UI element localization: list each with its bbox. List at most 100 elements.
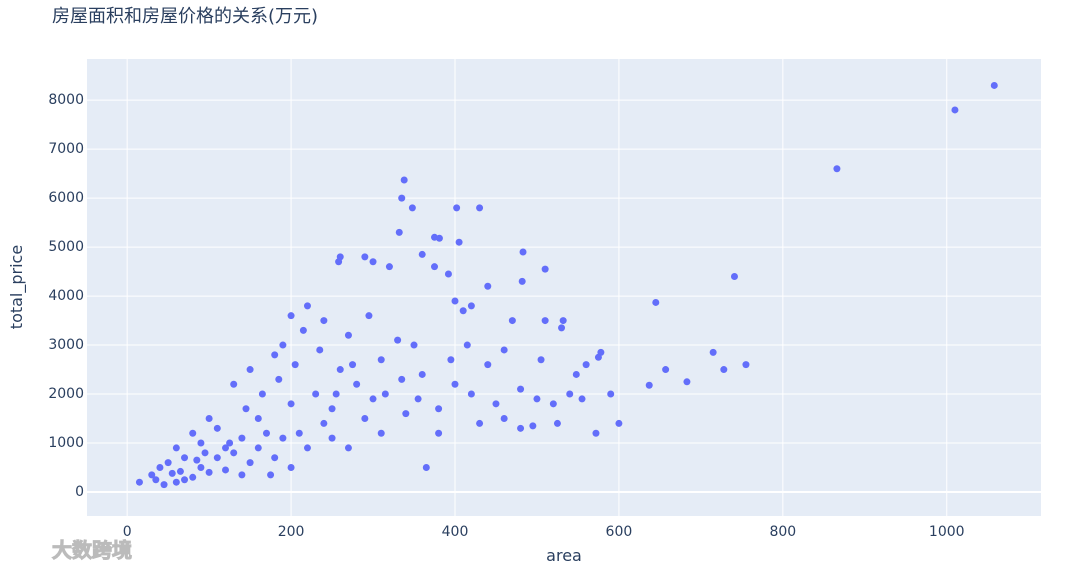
- point: [418, 370, 426, 378]
- point: [361, 253, 369, 261]
- point: [197, 439, 205, 447]
- point: [172, 478, 180, 486]
- x-tick-label: 0: [123, 524, 132, 540]
- points: [135, 81, 998, 489]
- point: [431, 263, 439, 271]
- point: [709, 348, 717, 356]
- point: [558, 324, 566, 332]
- point: [230, 449, 238, 457]
- point: [164, 459, 172, 467]
- point: [395, 228, 403, 236]
- point: [594, 353, 602, 361]
- point: [291, 361, 299, 369]
- point: [455, 238, 463, 246]
- point: [541, 317, 549, 325]
- point: [242, 405, 250, 413]
- x-tick-label: 200: [278, 524, 305, 540]
- point: [549, 400, 557, 408]
- point: [453, 204, 461, 212]
- point: [398, 375, 406, 383]
- point: [683, 378, 691, 386]
- point: [135, 478, 143, 486]
- point: [402, 410, 410, 418]
- y-axis-label: total_price: [7, 245, 27, 329]
- point: [320, 419, 328, 427]
- point: [369, 395, 377, 403]
- point: [189, 473, 197, 481]
- point: [418, 250, 426, 258]
- point: [299, 326, 307, 334]
- plot-area: [87, 59, 1041, 516]
- point: [615, 419, 623, 427]
- point: [517, 385, 525, 393]
- point: [410, 341, 418, 349]
- point: [519, 248, 527, 256]
- y-tick-label: 8000: [48, 92, 84, 108]
- point: [271, 351, 279, 359]
- x-axis-label: area: [546, 546, 582, 565]
- point: [500, 346, 508, 354]
- point: [541, 265, 549, 273]
- y-tick-label: 7000: [48, 141, 84, 157]
- point: [385, 263, 393, 271]
- watermark: 大数跨境: [52, 538, 132, 562]
- point: [287, 400, 295, 408]
- x-tick-label: 600: [606, 524, 633, 540]
- point: [492, 400, 500, 408]
- x-tick-label: 800: [769, 524, 796, 540]
- point: [742, 361, 750, 369]
- point: [316, 346, 324, 354]
- point: [451, 380, 459, 388]
- point: [451, 297, 459, 305]
- point: [533, 395, 541, 403]
- point: [394, 336, 402, 344]
- point: [189, 429, 197, 437]
- point: [408, 204, 416, 212]
- point: [287, 464, 295, 472]
- point: [537, 356, 545, 364]
- point: [226, 439, 234, 447]
- point: [328, 405, 336, 413]
- chart-title: 房屋面积和房屋价格的关系(万元): [52, 6, 318, 27]
- point: [990, 81, 998, 89]
- point: [422, 464, 430, 472]
- y-tick-label: 4000: [48, 288, 84, 304]
- point: [833, 165, 841, 173]
- point: [156, 464, 164, 472]
- point: [181, 476, 189, 484]
- point: [328, 434, 336, 442]
- point: [381, 390, 389, 398]
- point: [213, 454, 221, 462]
- point: [172, 444, 180, 452]
- point: [335, 258, 343, 266]
- point: [645, 381, 653, 389]
- point: [336, 366, 344, 374]
- point: [582, 361, 590, 369]
- point: [730, 272, 738, 280]
- point: [578, 395, 586, 403]
- point: [238, 471, 246, 479]
- point: [353, 380, 361, 388]
- point: [271, 454, 279, 462]
- point: [303, 302, 311, 310]
- y-tick-label: 0: [75, 484, 84, 500]
- point: [152, 476, 160, 484]
- y-tick-label: 2000: [48, 386, 84, 402]
- point: [201, 449, 209, 457]
- point: [148, 471, 156, 479]
- point: [279, 341, 287, 349]
- point: [332, 390, 340, 398]
- point: [377, 429, 385, 437]
- point: [193, 456, 201, 464]
- point: [287, 312, 295, 320]
- point: [312, 390, 320, 398]
- point: [349, 361, 357, 369]
- point: [205, 468, 213, 476]
- point: [951, 106, 959, 114]
- point: [205, 415, 213, 423]
- point: [398, 194, 406, 202]
- point: [459, 307, 467, 315]
- point: [369, 258, 377, 266]
- point: [262, 429, 270, 437]
